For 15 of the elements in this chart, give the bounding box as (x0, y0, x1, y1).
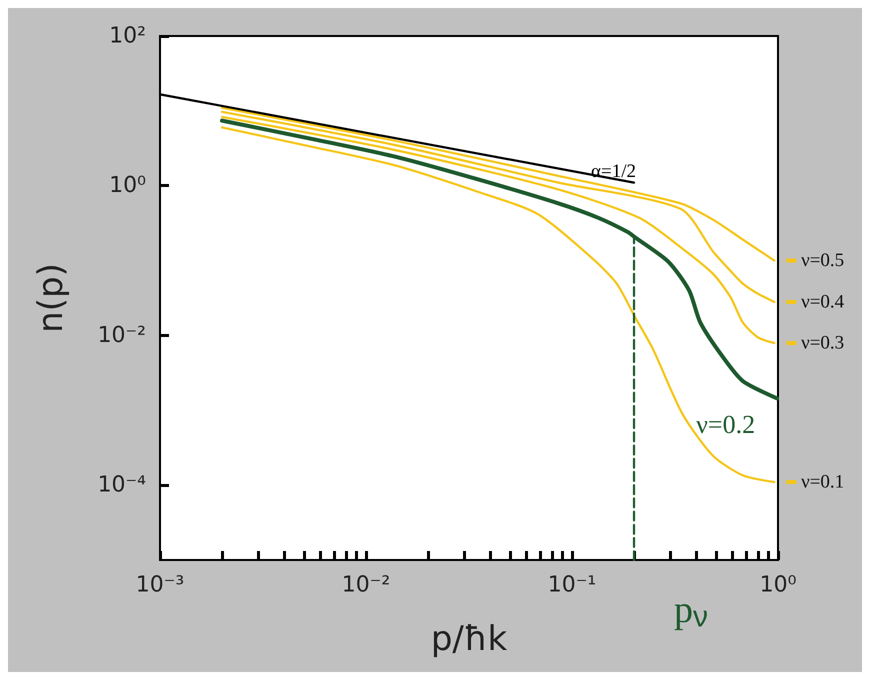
x-tick-label: 10⁻³ (136, 572, 184, 598)
legend-label: ν=0.5 (796, 250, 844, 272)
y-tick-label: 10⁻⁴ (98, 472, 146, 498)
x-tick-label: 10⁻¹ (548, 572, 596, 598)
y-tick-label: 10² (109, 24, 146, 48)
series-label: ν=0.2 (696, 410, 756, 439)
legend-label: ν=0.3 (796, 332, 844, 354)
x-axis-title: p/ħk (430, 619, 508, 659)
legend-label: ν=0.4 (796, 291, 845, 312)
y-axis-title: n(p) (31, 263, 71, 333)
y-tick-label: 10⁰ (109, 173, 146, 198)
x-tick-label: 10⁻² (342, 572, 390, 598)
y-tick-label: 10⁻² (98, 322, 146, 348)
legend-label: ν=0.1 (796, 472, 844, 493)
x-tick-label: 10⁰ (760, 572, 797, 598)
